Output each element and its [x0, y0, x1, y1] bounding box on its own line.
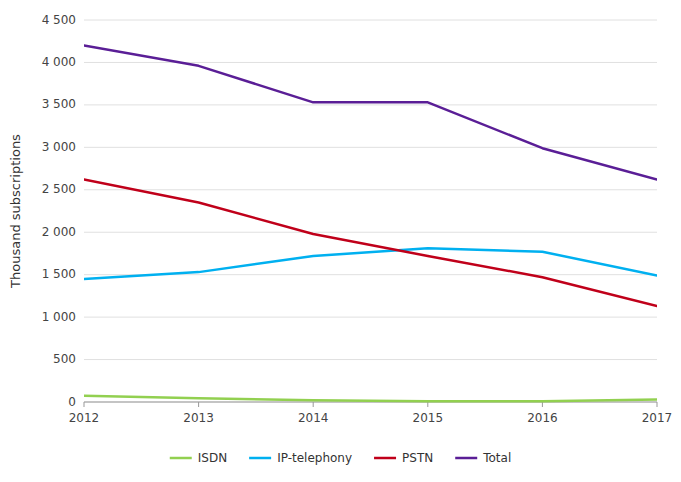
legend-item: IP-telephony [249, 451, 352, 465]
legend-item: PSTN [374, 451, 433, 465]
x-tick [313, 402, 314, 407]
y-tick-label: 0 [68, 395, 76, 409]
legend-label: PSTN [402, 451, 433, 465]
legend-swatch [170, 457, 192, 460]
series-group [84, 45, 657, 401]
grid-line [84, 359, 657, 360]
y-tick-label: 2 000 [42, 225, 76, 239]
grid-line [84, 104, 657, 105]
grid-line [84, 232, 657, 233]
grid-line [84, 20, 657, 21]
y-tick-label: 1 000 [42, 310, 76, 324]
y-tick-label: 4 000 [42, 55, 76, 69]
legend-swatch [249, 457, 271, 460]
legend: ISDN IP-telephony PSTN Total [170, 451, 512, 465]
series-line [84, 396, 657, 402]
series-line [84, 180, 657, 306]
x-tick [657, 402, 658, 407]
grid-line [84, 147, 657, 148]
grid [84, 20, 657, 402]
legend-label: Total [482, 451, 511, 465]
y-tick-label: 2 500 [42, 182, 76, 196]
grid-line [84, 62, 657, 63]
y-tick-label: 4 500 [42, 13, 76, 27]
y-tick-label: 3 000 [42, 140, 76, 154]
legend-item: ISDN [170, 451, 227, 465]
x-tick [427, 402, 428, 407]
legend-swatch [455, 457, 477, 460]
y-tick-label: 1 500 [42, 267, 76, 281]
x-tick-label: 2015 [413, 411, 444, 425]
y-tick-label: 3 500 [42, 97, 76, 111]
legend-label: IP-telephony [277, 451, 352, 465]
x-tick-label: 2017 [642, 411, 673, 425]
x-tick [198, 402, 199, 407]
legend-label: ISDN [198, 451, 227, 465]
grid-line [84, 317, 657, 318]
chart: 0 500 1 000 1 500 2 000 2 500 3 000 3 500 4 000 4… [0, 0, 681, 482]
grid-line [84, 189, 657, 190]
series-line [84, 248, 657, 279]
y-tick-label: 500 [53, 352, 76, 366]
chart-container: 0 500 1 000 1 500 2 000 2 500 3 000 3 500 4 000 4… [0, 0, 681, 482]
x-tick-label: 2016 [527, 411, 558, 425]
legend-swatch [374, 457, 396, 460]
x-tick [542, 402, 543, 407]
legend-item: Total [455, 451, 511, 465]
series-line [84, 45, 657, 179]
x-tick-label: 2014 [298, 411, 329, 425]
y-axis-label: Thousand subscriptions [8, 134, 23, 289]
x-tick [84, 402, 85, 407]
x-tick-label: 2013 [183, 411, 214, 425]
x-tick-label: 2012 [69, 411, 100, 425]
